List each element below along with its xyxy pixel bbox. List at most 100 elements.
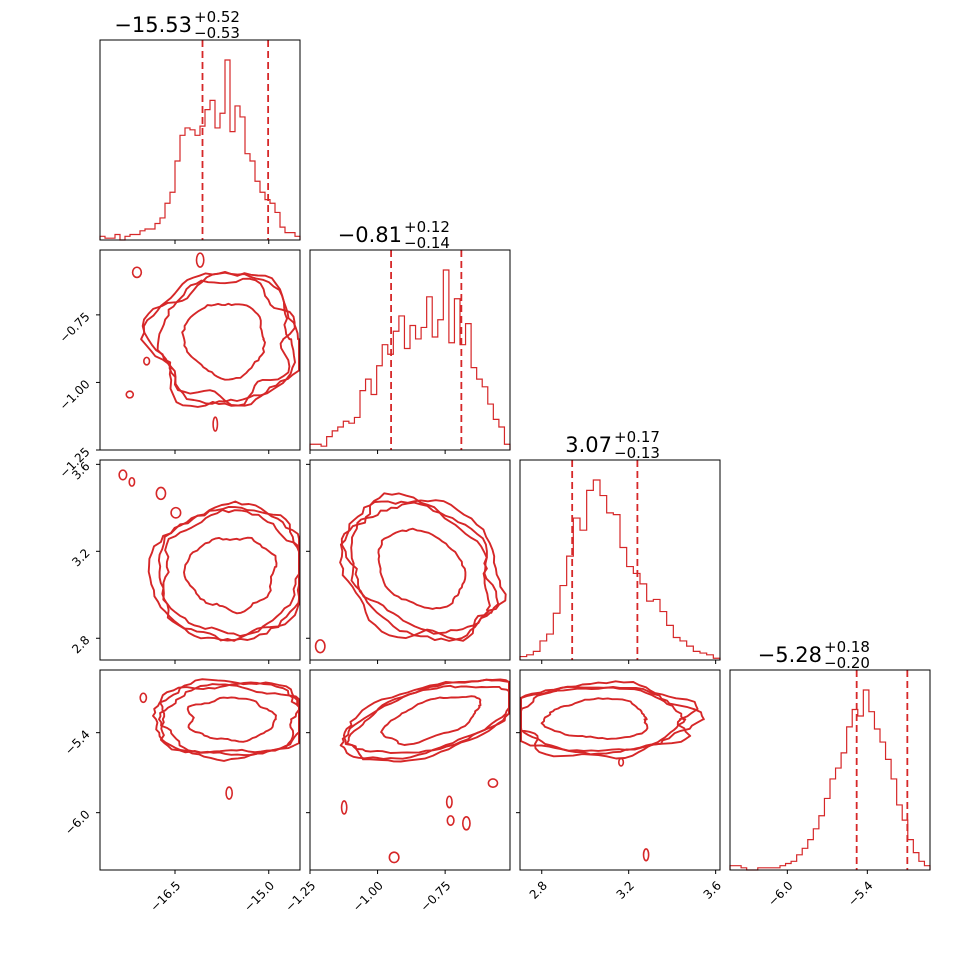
contour-outlier xyxy=(388,851,400,864)
panel-frame xyxy=(309,249,511,451)
contour-group xyxy=(520,680,705,862)
y-tick-label: −6.0 xyxy=(62,807,93,838)
contour-panel-0-2 xyxy=(99,459,301,661)
x-tick-label: −6.0 xyxy=(765,878,796,909)
contour-level-2 xyxy=(157,506,300,642)
contour-group xyxy=(118,469,300,642)
contour-outlier xyxy=(314,639,326,654)
panel-frame xyxy=(99,459,301,661)
histogram-line xyxy=(309,269,511,450)
panel-frame xyxy=(309,669,511,871)
contour-outlier xyxy=(125,390,135,399)
panel-frame xyxy=(309,459,511,661)
contour-outlier xyxy=(642,848,650,862)
hist-panel-2: 3.07 +0.17−0.13 xyxy=(519,428,721,661)
contour-outlier xyxy=(131,266,143,279)
param-title-err-minus: −0.20 xyxy=(824,654,870,672)
contour-level-3 xyxy=(152,678,300,762)
y-tick-label: −1.00 xyxy=(57,377,93,413)
contour-level-3 xyxy=(342,678,510,763)
x-tick-label: −1.25 xyxy=(282,878,318,914)
contour-outlier xyxy=(143,356,151,366)
contour-level-0 xyxy=(183,536,278,615)
contour-outlier xyxy=(487,778,499,788)
contour-outlier xyxy=(461,816,471,831)
contour-outlier xyxy=(118,469,128,481)
contour-group xyxy=(139,678,300,800)
contour-outlier xyxy=(212,416,219,432)
y-tick-label: −0.75 xyxy=(57,310,93,346)
x-tick-label: −0.75 xyxy=(418,878,454,914)
contour-outlier xyxy=(445,795,453,809)
param-title-err-plus: +0.17 xyxy=(614,428,660,446)
contour-level-3 xyxy=(147,500,300,642)
contour-outlier xyxy=(225,786,233,800)
x-tick-label: −15.0 xyxy=(241,878,277,914)
plot-area: −15.53 +0.52−0.53−0.81 +0.12−0.143.07 +0.17… xyxy=(57,8,931,914)
contour-level-1 xyxy=(162,509,300,638)
y-tick-label: −5.4 xyxy=(62,727,93,758)
param-title-err-plus: +0.12 xyxy=(404,218,450,236)
contour-panel-1-3 xyxy=(309,669,511,871)
param-title-value: −5.28 xyxy=(758,643,822,667)
contour-level-1 xyxy=(346,684,510,754)
contour-level-1 xyxy=(158,683,300,754)
contour-level-2 xyxy=(141,270,296,405)
histogram-line xyxy=(519,479,721,660)
contour-group xyxy=(314,492,507,654)
contour-outlier xyxy=(128,476,136,487)
x-tick-label: −16.5 xyxy=(147,878,183,914)
x-tick-label: 3.6 xyxy=(701,878,724,901)
contour-level-2 xyxy=(340,492,500,642)
contour-outlier xyxy=(618,757,625,767)
param-title-value: −15.53 xyxy=(114,13,192,37)
y-tick-label: 3.2 xyxy=(69,546,92,569)
contour-outlier xyxy=(195,252,205,268)
contour-panel-0-1 xyxy=(99,249,301,451)
contour-group xyxy=(339,678,510,864)
y-tick-label: 2.8 xyxy=(69,633,92,656)
contour-panel-2-3 xyxy=(519,669,721,871)
panel-frame xyxy=(99,249,301,451)
histogram-line xyxy=(729,689,931,871)
contour-level-3 xyxy=(520,680,699,760)
panel-frame xyxy=(99,669,301,871)
contour-level-0 xyxy=(380,695,482,746)
contour-outlier xyxy=(340,800,348,815)
param-title-value: 3.07 xyxy=(565,433,612,457)
contour-level-0 xyxy=(377,527,467,610)
histogram-line xyxy=(99,59,301,241)
contour-level-0 xyxy=(181,302,266,381)
x-tick-label: 2.8 xyxy=(527,878,550,901)
panel-frame xyxy=(729,669,931,871)
contour-panel-1-2 xyxy=(309,459,511,661)
contour-level-0 xyxy=(186,696,277,743)
contour-level-1 xyxy=(350,501,491,635)
contour-panel-0-3 xyxy=(99,669,301,871)
contour-outlier xyxy=(139,692,148,704)
x-tick-label: 3.2 xyxy=(614,878,637,901)
hist-panel-3: −5.28 +0.18−0.20 xyxy=(729,638,931,871)
panel-frame xyxy=(99,39,301,241)
param-title-err-minus: −0.53 xyxy=(194,24,240,42)
panel-frame xyxy=(519,459,721,661)
contour-group xyxy=(125,252,300,432)
param-title-err-minus: −0.13 xyxy=(614,444,660,462)
contour-level-3 xyxy=(339,499,507,642)
contour-outlier xyxy=(155,486,167,501)
contour-level-3 xyxy=(140,271,300,408)
contour-outlier xyxy=(446,815,455,826)
contour-level-1 xyxy=(156,277,296,407)
contour-level-2 xyxy=(339,678,510,760)
param-title-err-minus: −0.14 xyxy=(404,234,450,252)
hist-panel-1: −0.81 +0.12−0.14 xyxy=(309,218,511,451)
x-tick-label: −5.4 xyxy=(845,878,876,909)
param-title-err-plus: +0.18 xyxy=(824,638,870,656)
hist-panel-0: −15.53 +0.52−0.53 xyxy=(99,8,301,241)
x-tick-label: −1.00 xyxy=(350,878,386,914)
contour-level-0 xyxy=(540,697,649,741)
param-title-err-plus: +0.52 xyxy=(194,8,240,26)
panel-frame xyxy=(519,669,721,871)
contour-outlier xyxy=(170,506,182,519)
